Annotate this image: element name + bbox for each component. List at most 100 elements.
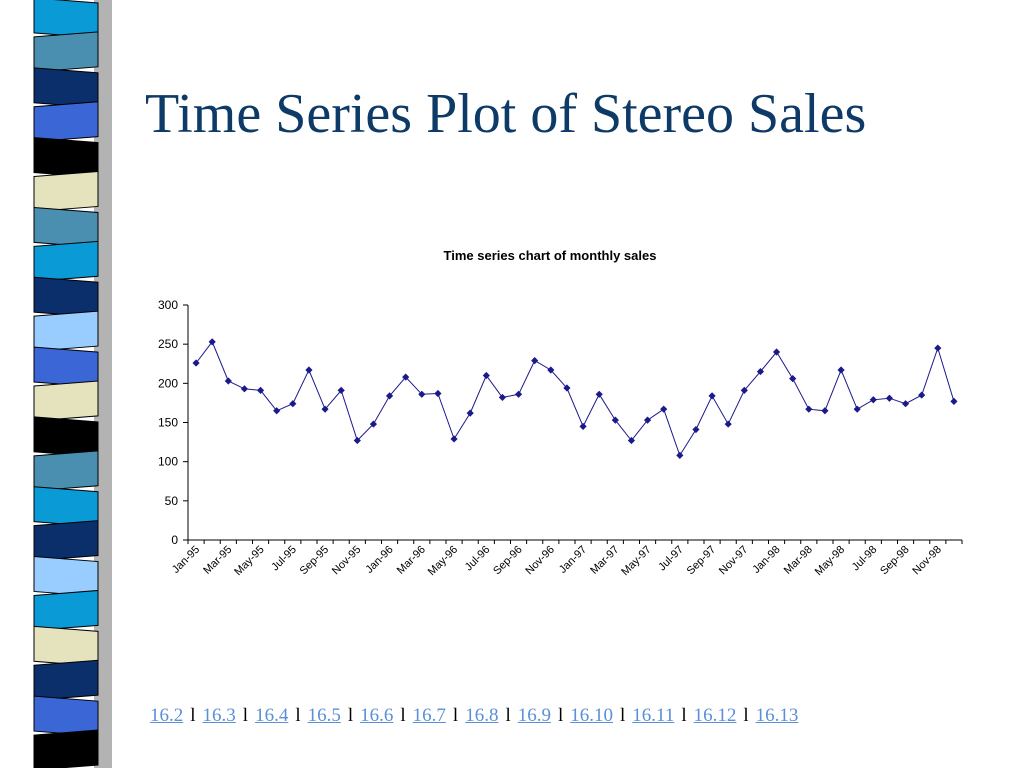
nav-separator: l: [743, 705, 749, 726]
strip-segment: [33, 416, 99, 458]
strip-segment: [33, 625, 99, 667]
nav-separator: l: [242, 705, 249, 726]
x-tick-label: Nov-95: [330, 544, 364, 578]
data-point: [514, 390, 523, 398]
x-tick-label: Jul-98: [850, 544, 880, 574]
data-point: [482, 371, 490, 380]
x-tick-label: Sep-98: [878, 544, 912, 578]
x-tick-label: Nov-98: [910, 544, 944, 578]
nav-link-16-3[interactable]: 16.3: [202, 705, 236, 726]
x-tick-label: Mar-96: [395, 544, 428, 577]
strip-segment: [33, 137, 99, 179]
strip-segment: [33, 729, 99, 768]
nav-link-16-10[interactable]: 16.10: [570, 705, 613, 726]
strip-segment: [33, 206, 99, 248]
strip-segment: [33, 450, 99, 492]
data-point: [692, 425, 700, 434]
strip-segment: [33, 346, 99, 388]
x-tick-label: Jul-96: [463, 544, 493, 574]
nav-link-16-6[interactable]: 16.6: [360, 705, 394, 726]
data-point: [772, 348, 781, 356]
data-point: [192, 359, 200, 367]
sales-line-chart: Time series chart of monthly sales 0 50 100…: [158, 248, 963, 578]
data-point: [466, 409, 474, 417]
strip-segment: [33, 240, 99, 282]
nav-link-16-2[interactable]: 16.2: [150, 705, 184, 726]
y-tick-label: 200: [158, 376, 178, 390]
data-point: [563, 384, 571, 392]
data-point: [676, 451, 684, 459]
x-tick-label: May-98: [813, 544, 847, 578]
y-tick-label: 150: [158, 416, 178, 430]
nav-link-16-13[interactable]: 16.13: [755, 705, 799, 726]
data-point: [837, 366, 845, 374]
data-point: [724, 420, 732, 428]
strip-segment: [33, 276, 99, 318]
data-point: [901, 400, 910, 408]
chart-title: Time series chart of monthly sales: [444, 248, 657, 263]
strip-segment: [33, 171, 99, 212]
x-tick-label: Nov-96: [523, 544, 557, 578]
nav-link-16-8[interactable]: 16.8: [465, 705, 499, 726]
strip-segment: [33, 589, 99, 631]
strip-segment: [33, 380, 99, 422]
strip-segment: [33, 520, 99, 562]
data-point: [660, 405, 668, 413]
nav-separator: l: [190, 705, 196, 726]
nav-link-16-12[interactable]: 16.12: [693, 705, 737, 726]
data-point: [918, 391, 926, 399]
x-tick-label: Jan-98: [750, 544, 782, 576]
data-point: [821, 407, 829, 415]
data-point: [547, 366, 555, 374]
data-point: [337, 386, 345, 394]
x-tick-label: May-96: [426, 544, 460, 578]
data-point: [869, 396, 877, 404]
x-tick-label: Jan-96: [363, 544, 395, 576]
data-point: [289, 400, 297, 408]
y-tick-label: 0: [171, 533, 178, 547]
data-point: [434, 389, 442, 398]
strip-segment: [33, 486, 99, 528]
data-point: [531, 357, 539, 365]
y-tick-label: 50: [165, 494, 179, 508]
x-tick-label: Mar-98: [782, 544, 815, 577]
data-point: [369, 420, 378, 428]
data-point: [418, 390, 426, 398]
nav-link-16-9[interactable]: 16.9: [517, 705, 551, 726]
data-point: [627, 436, 636, 445]
nav-separator: l: [452, 705, 459, 726]
decorative-strip: [33, 0, 112, 768]
data-point: [240, 385, 249, 393]
nav-separator: l: [681, 705, 687, 726]
x-tick-label: Sep-95: [298, 544, 332, 578]
nav-separator: l: [557, 705, 564, 726]
nav-link-16-7[interactable]: 16.7: [412, 705, 446, 726]
x-tick-label: May-95: [232, 544, 266, 578]
data-point: [934, 344, 942, 352]
x-tick-label: Sep-96: [491, 544, 525, 578]
nav-link-16-11[interactable]: 16.11: [632, 705, 675, 726]
nav-separator: l: [295, 705, 301, 726]
data-point: [708, 392, 716, 400]
x-tick-label: Jan-97: [557, 544, 589, 576]
x-tick-label: Mar-95: [201, 544, 234, 577]
x-tick-label: Nov-97: [717, 544, 751, 578]
x-tick-label: Jul-97: [656, 544, 686, 574]
y-tick-label: 100: [158, 455, 178, 469]
data-point: [805, 405, 813, 413]
data-point: [273, 407, 281, 415]
data-point: [256, 386, 265, 394]
nav-link-16-4[interactable]: 16.4: [255, 705, 289, 726]
nav-link-16-5[interactable]: 16.5: [307, 705, 341, 726]
x-tick-label: May-97: [619, 544, 653, 578]
data-point: [450, 435, 458, 443]
nav-separator: l: [347, 705, 354, 726]
x-tick-label: Jan-95: [170, 544, 202, 576]
data-point: [853, 405, 861, 413]
nav-separator: l: [505, 705, 511, 726]
nav-separator: l: [400, 705, 406, 726]
data-point: [305, 366, 313, 374]
y-tick-label: 250: [158, 337, 178, 351]
sales-series-line: [195, 340, 955, 457]
strip-segment: [33, 310, 99, 352]
